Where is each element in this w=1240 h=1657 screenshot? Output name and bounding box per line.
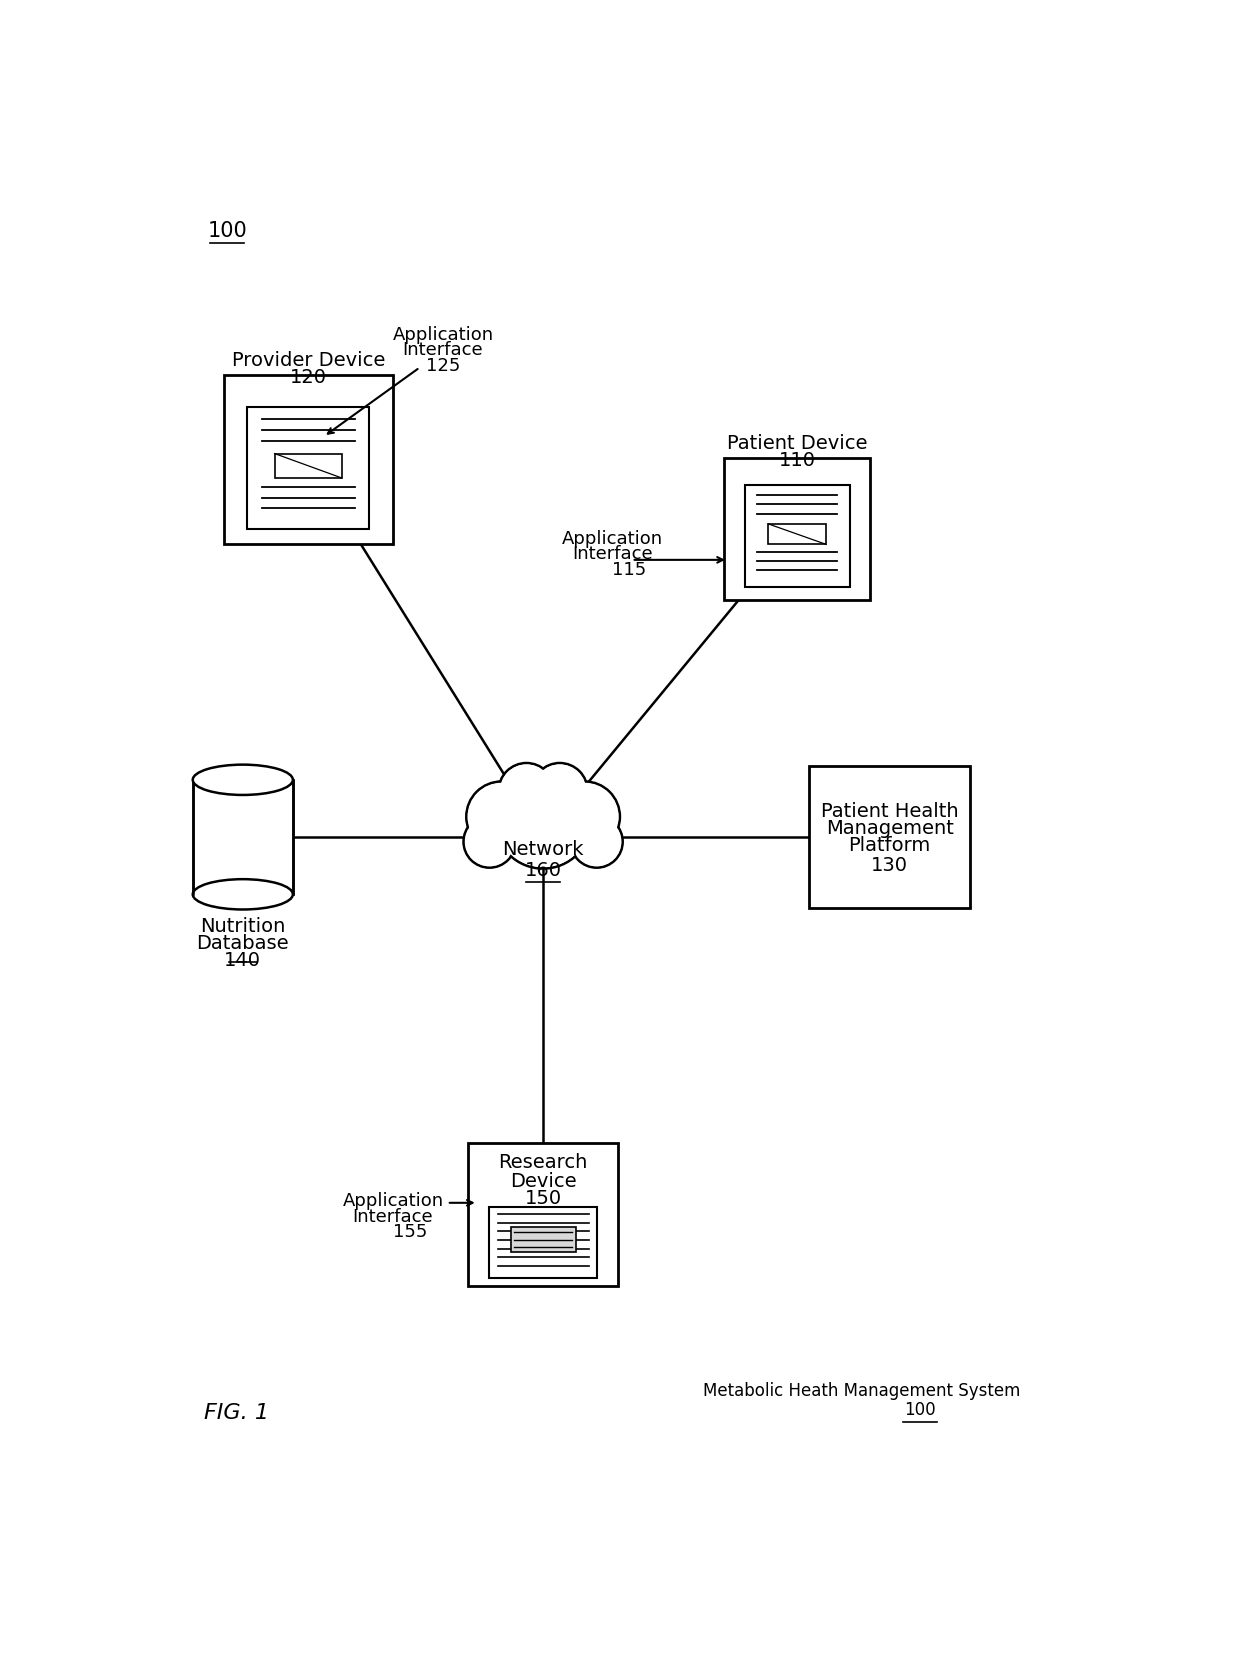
- Text: Nutrition: Nutrition: [200, 916, 285, 936]
- Ellipse shape: [532, 764, 588, 819]
- Bar: [511, 1228, 575, 1253]
- Bar: [247, 408, 370, 530]
- Bar: [769, 525, 826, 545]
- Text: Interface: Interface: [352, 1206, 433, 1225]
- Bar: [467, 1143, 619, 1286]
- Text: 140: 140: [224, 951, 262, 969]
- Ellipse shape: [192, 766, 293, 795]
- Text: FIG. 1: FIG. 1: [205, 1402, 269, 1422]
- Ellipse shape: [570, 817, 622, 868]
- Ellipse shape: [467, 784, 536, 852]
- Text: 110: 110: [779, 451, 816, 469]
- Text: Management: Management: [826, 819, 954, 837]
- Text: Provider Device: Provider Device: [232, 351, 384, 370]
- Ellipse shape: [192, 880, 293, 910]
- Text: Patient Health: Patient Health: [821, 800, 959, 820]
- Ellipse shape: [500, 766, 553, 819]
- Ellipse shape: [533, 766, 587, 819]
- Ellipse shape: [549, 782, 620, 852]
- Text: Platform: Platform: [848, 835, 931, 855]
- Ellipse shape: [498, 764, 554, 819]
- Ellipse shape: [551, 784, 619, 852]
- Text: 155: 155: [393, 1223, 428, 1241]
- Text: Database: Database: [196, 933, 289, 953]
- Text: Application: Application: [562, 530, 663, 548]
- Ellipse shape: [496, 774, 590, 868]
- Bar: [192, 780, 293, 895]
- Ellipse shape: [572, 817, 621, 867]
- Text: Interface: Interface: [572, 545, 652, 563]
- Text: Patient Device: Patient Device: [727, 434, 868, 452]
- Text: Metabolic Heath Management System: Metabolic Heath Management System: [703, 1382, 1021, 1399]
- Text: 125: 125: [425, 356, 460, 374]
- Text: 100: 100: [207, 220, 247, 242]
- Ellipse shape: [464, 817, 516, 868]
- Text: Application: Application: [392, 326, 494, 343]
- Text: 160: 160: [525, 860, 562, 880]
- Text: 120: 120: [290, 368, 327, 386]
- Bar: [808, 767, 971, 908]
- Text: 115: 115: [613, 560, 646, 578]
- Text: Interface: Interface: [403, 341, 484, 360]
- Bar: [223, 376, 393, 545]
- Text: 130: 130: [870, 855, 908, 873]
- Text: Application: Application: [342, 1191, 444, 1210]
- Text: 150: 150: [525, 1188, 562, 1206]
- Text: Network: Network: [502, 840, 584, 858]
- Bar: [275, 454, 342, 479]
- Bar: [489, 1208, 598, 1279]
- Ellipse shape: [495, 772, 591, 868]
- Text: Research: Research: [498, 1153, 588, 1171]
- Ellipse shape: [466, 782, 537, 852]
- Text: 100: 100: [905, 1400, 936, 1418]
- Bar: [724, 459, 870, 601]
- Text: Device: Device: [510, 1171, 577, 1190]
- Ellipse shape: [465, 817, 515, 867]
- Bar: [744, 486, 849, 588]
